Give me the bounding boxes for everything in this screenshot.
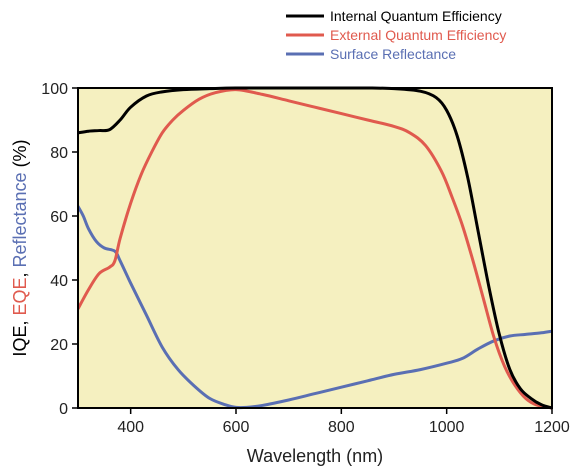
ticks-layer: 400 600 800 1000 1200 0 20 40 60 80 100 <box>41 81 570 436</box>
y-tick-label: 20 <box>50 337 68 354</box>
legend-label-surface-reflectance: Surface Reflectance <box>330 46 456 62</box>
x-tick-label: 600 <box>223 419 250 436</box>
x-tick-label: 800 <box>328 419 355 436</box>
y-tick-label: 60 <box>50 209 68 226</box>
y-tick-label: 0 <box>59 401 68 418</box>
series-line-external-quantum-efficiency <box>78 88 552 410</box>
y-axis-label: IQE, EQE, Reflectance (%) <box>10 139 30 356</box>
y-axis-label-part: , <box>10 316 30 326</box>
x-axis-label: Wavelength (nm) <box>247 446 383 466</box>
y-tick-label: 40 <box>50 273 68 290</box>
legend-label-internal-quantum-efficiency: Internal Quantum Efficiency <box>330 8 502 24</box>
y-axis-label-part: IQE <box>10 326 30 357</box>
y-tick-label: 80 <box>50 145 68 162</box>
y-axis-label-part: (%) <box>10 139 30 172</box>
y-tick-label: 100 <box>41 81 68 98</box>
y-axis-label-part: , <box>10 268 30 278</box>
legend: Internal Quantum Efficiency External Quan… <box>286 8 506 62</box>
x-tick-label: 1000 <box>429 419 465 436</box>
y-axis-label-part: EQE <box>10 278 30 316</box>
x-tick-label: 1200 <box>534 419 570 436</box>
plot-frame <box>77 87 553 409</box>
y-axis-label-part: Reflectance <box>10 172 30 267</box>
legend-label-external-quantum-efficiency: External Quantum Efficiency <box>330 27 506 43</box>
x-tick-label: 400 <box>117 419 144 436</box>
